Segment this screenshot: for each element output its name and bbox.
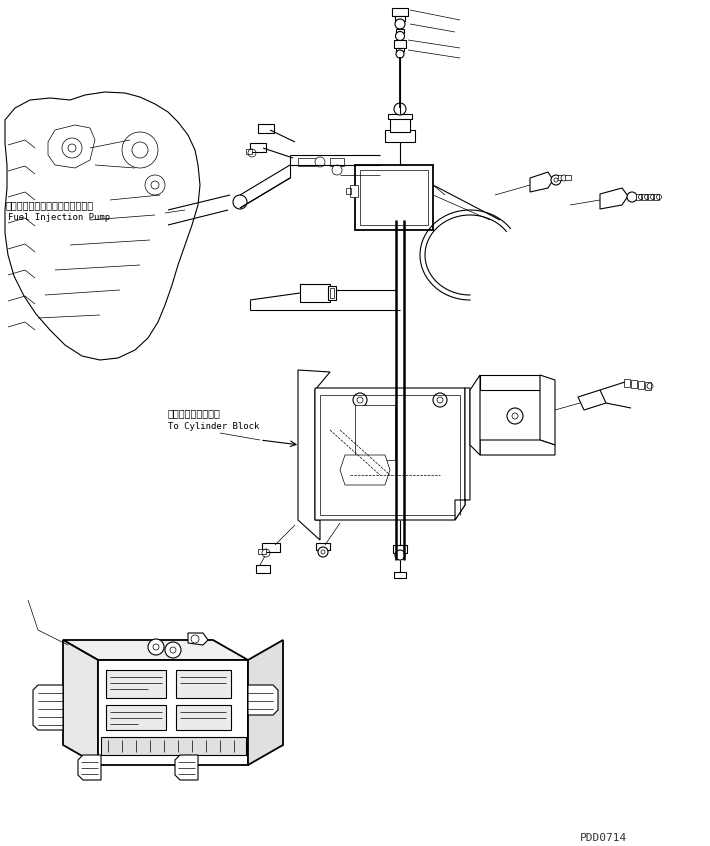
Text: To Cylinder Block: To Cylinder Block: [168, 422, 259, 431]
Bar: [298, 158, 316, 166]
Polygon shape: [578, 390, 606, 410]
Bar: [258, 124, 274, 133]
Bar: [636, 194, 641, 200]
Bar: [101, 737, 246, 755]
Circle shape: [507, 408, 523, 424]
Bar: [642, 194, 647, 200]
Polygon shape: [188, 633, 208, 645]
Bar: [654, 194, 659, 200]
Bar: [558, 175, 564, 180]
Circle shape: [395, 31, 405, 41]
Polygon shape: [315, 388, 465, 520]
Polygon shape: [340, 455, 390, 485]
Bar: [316, 543, 330, 550]
Bar: [394, 40, 406, 48]
Bar: [106, 705, 166, 730]
Circle shape: [151, 181, 159, 189]
Circle shape: [332, 165, 342, 175]
Circle shape: [395, 19, 405, 29]
Bar: [388, 114, 412, 119]
Polygon shape: [63, 640, 248, 660]
Polygon shape: [63, 640, 98, 765]
Circle shape: [68, 144, 76, 152]
Polygon shape: [175, 755, 198, 780]
Circle shape: [433, 393, 447, 407]
Bar: [395, 16, 405, 21]
Bar: [385, 130, 415, 142]
Text: フゥエルインジェクションポンプ: フゥエルインジェクションポンプ: [5, 200, 93, 210]
Polygon shape: [470, 375, 480, 455]
Bar: [256, 565, 270, 573]
Bar: [393, 545, 407, 553]
Bar: [624, 379, 630, 387]
Polygon shape: [78, 755, 101, 780]
Bar: [262, 543, 280, 552]
Bar: [631, 380, 637, 388]
Polygon shape: [248, 685, 278, 715]
Circle shape: [318, 547, 328, 557]
Bar: [350, 185, 358, 197]
Polygon shape: [600, 188, 628, 209]
Text: シリンダブロックヘ: シリンダブロックヘ: [168, 408, 221, 418]
Bar: [394, 572, 406, 578]
Bar: [246, 149, 252, 154]
Polygon shape: [298, 370, 330, 540]
Polygon shape: [540, 375, 555, 445]
Circle shape: [132, 142, 148, 158]
Polygon shape: [530, 172, 553, 192]
Bar: [258, 549, 266, 554]
Bar: [396, 29, 404, 33]
Text: Fuel Injection Pump: Fuel Injection Pump: [8, 213, 110, 222]
Bar: [638, 381, 644, 389]
Circle shape: [561, 175, 567, 181]
Bar: [330, 158, 344, 166]
Circle shape: [148, 639, 164, 655]
Polygon shape: [480, 375, 540, 390]
Bar: [390, 118, 410, 132]
Circle shape: [394, 103, 406, 115]
Bar: [392, 8, 408, 16]
Polygon shape: [48, 125, 95, 168]
Circle shape: [165, 642, 181, 658]
Polygon shape: [248, 640, 283, 765]
Bar: [648, 194, 653, 200]
Circle shape: [627, 192, 637, 202]
Circle shape: [396, 50, 404, 58]
Bar: [176, 670, 231, 698]
Bar: [176, 705, 231, 730]
Circle shape: [122, 132, 158, 168]
Bar: [300, 284, 330, 302]
Polygon shape: [355, 405, 395, 460]
Polygon shape: [5, 92, 200, 360]
Bar: [346, 188, 351, 194]
Polygon shape: [455, 388, 470, 520]
Circle shape: [395, 550, 405, 560]
Bar: [355, 165, 433, 230]
Circle shape: [353, 393, 367, 407]
Bar: [565, 175, 571, 180]
Bar: [396, 48, 404, 51]
Polygon shape: [98, 660, 248, 765]
Polygon shape: [33, 685, 63, 730]
Circle shape: [233, 195, 247, 209]
Polygon shape: [480, 440, 555, 455]
Circle shape: [145, 175, 165, 195]
Text: PDD0714: PDD0714: [580, 833, 627, 843]
Circle shape: [551, 175, 561, 185]
Bar: [360, 170, 428, 225]
Circle shape: [315, 157, 325, 167]
Circle shape: [62, 138, 82, 158]
Bar: [250, 143, 266, 152]
Bar: [106, 670, 166, 698]
Bar: [328, 286, 336, 300]
Bar: [645, 382, 651, 390]
Bar: [330, 288, 334, 298]
